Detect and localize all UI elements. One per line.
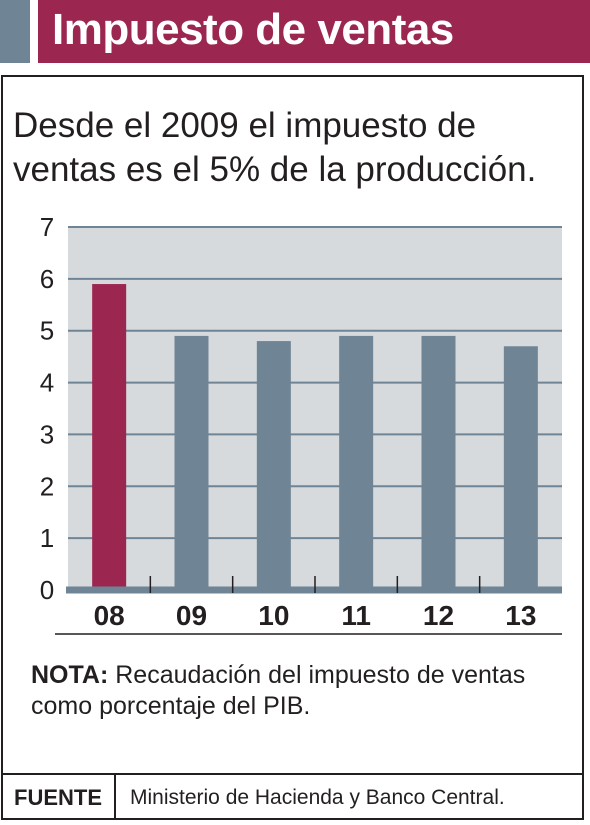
x-tick-label: 11 xyxy=(341,600,371,631)
title-bar: Impuesto de ventas xyxy=(38,0,590,63)
gridlines xyxy=(68,226,562,540)
x-tick-marks xyxy=(149,576,481,593)
chart-frame xyxy=(1,75,584,820)
y-tick-label: 6 xyxy=(40,264,54,294)
page-title: Impuesto de ventas xyxy=(52,5,454,54)
chart-subtitle: Desde el 2009 el impuesto de ventas es e… xyxy=(13,106,537,189)
note-text: Recaudación del impuesto de ventas como … xyxy=(31,661,526,720)
y-tick-label: 1 xyxy=(40,523,54,553)
bar-08 xyxy=(92,284,127,590)
source-footer: FUENTE Ministerio de Hacienda y Banco Ce… xyxy=(1,773,584,820)
x-tick-label: 09 xyxy=(176,600,207,631)
y-tick-label: 3 xyxy=(40,419,54,449)
bars xyxy=(92,284,538,590)
note-label: NOTA: xyxy=(31,661,109,689)
x-tick-label: 08 xyxy=(94,600,125,631)
bar-13 xyxy=(503,346,538,590)
x-tick-label: 13 xyxy=(505,600,536,631)
y-tick-label: 7 xyxy=(40,212,54,242)
y-axis-labels: 0 1 2 3 4 5 6 7 xyxy=(40,212,54,605)
plot-background xyxy=(68,227,562,593)
x-tick-label: 12 xyxy=(423,600,454,631)
bar-10 xyxy=(256,341,291,590)
header: Impuesto de ventas xyxy=(0,0,590,63)
source-divider xyxy=(114,775,116,820)
y-tick-label: 5 xyxy=(40,316,54,346)
source-text: Ministerio de Hacienda y Banco Central. xyxy=(130,786,505,809)
chart-note: NOTA: Recaudación del impuesto de ventas… xyxy=(31,660,561,722)
bar-12 xyxy=(421,335,456,590)
bar-11 xyxy=(339,335,374,590)
accent-block xyxy=(0,0,30,63)
y-tick-label: 4 xyxy=(40,368,54,398)
y-tick-label: 0 xyxy=(40,575,54,605)
x-axis-labels: 08 09 10 11 12 13 xyxy=(94,600,537,631)
x-tick-label: 10 xyxy=(258,600,289,631)
source-label: FUENTE xyxy=(14,785,102,810)
y-tick-label: 2 xyxy=(40,471,54,501)
bar-09 xyxy=(174,335,209,590)
